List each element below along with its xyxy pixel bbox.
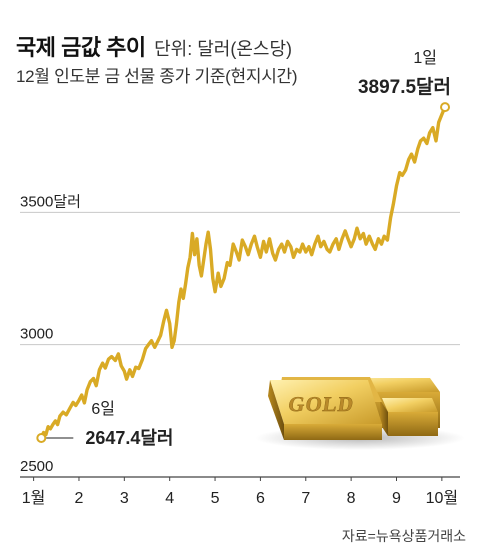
source-note: 자료=뉴욕상품거래소: [341, 528, 466, 544]
gold-bar-right: [380, 398, 438, 436]
x-tick-label: 9: [392, 490, 401, 507]
x-tick-label: 3: [120, 490, 129, 507]
gridlines: [20, 211, 460, 346]
start-point-marker: [36, 432, 47, 443]
x-tick-label: 5: [211, 490, 220, 507]
gold-price-line: [39, 105, 447, 439]
start-value-label: 2647.4달러: [85, 428, 173, 448]
x-tick-label: 7: [301, 490, 310, 507]
x-tick-label: 2: [75, 490, 84, 507]
x-axis-ticks: 1월 2 3 4 5 6 7 8 9 10월: [22, 477, 458, 507]
y-tick-label: 3000: [20, 326, 53, 343]
gold-bar-engraving: GOLD: [287, 392, 356, 416]
unit-label: 단위: 달러(온스당): [154, 39, 293, 59]
annotations: 6일 2647.4달러 1일 3897.5달러: [36, 49, 451, 448]
y-tick-label: 2500: [20, 458, 53, 475]
x-tick-label: 6: [256, 490, 265, 507]
start-date-label: 6일: [91, 400, 115, 418]
x-tick-label: 4: [165, 490, 174, 507]
end-point-marker: [440, 102, 451, 113]
end-value-label: 3897.5달러: [358, 76, 451, 98]
chart-header: 국제 금값 추이 단위: 달러(온스당): [16, 30, 292, 62]
x-tick-label: 1월: [22, 489, 46, 507]
chart-subtitle: 12월 인도분 금 선물 종가 기준(현지시간): [16, 67, 298, 86]
y-axis-ticks: 2500 3000 3500달러: [20, 193, 81, 475]
chart-title: 국제 금값 추이: [16, 35, 146, 60]
gold-bar-front: GOLD: [268, 377, 382, 440]
y-tick-label: 3500달러: [20, 193, 81, 210]
gold-bars-illustration: GOLD: [255, 377, 465, 450]
end-date-label: 1일: [413, 49, 437, 67]
x-tick-label: 10월: [426, 489, 459, 507]
x-tick-label: 8: [347, 490, 356, 507]
